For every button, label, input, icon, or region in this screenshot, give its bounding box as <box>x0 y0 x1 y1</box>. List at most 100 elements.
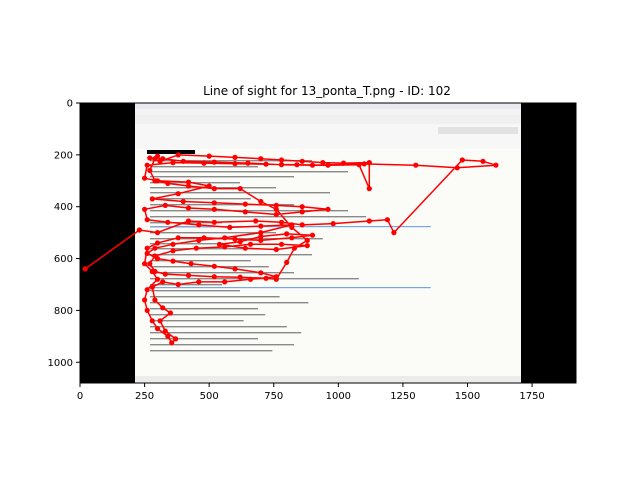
gaze-point <box>273 246 279 253</box>
text-line <box>150 338 258 340</box>
gaze-point <box>154 240 161 246</box>
text-line <box>150 210 348 212</box>
gaze-point <box>299 158 305 164</box>
gaze-point <box>304 237 310 243</box>
gaze-point <box>299 204 305 210</box>
gaze-point <box>384 217 390 223</box>
gaze-point <box>185 205 192 211</box>
gaze-point <box>299 209 305 215</box>
axes-frame <box>79 102 577 384</box>
gaze-point <box>493 162 499 168</box>
screenshot-menubar <box>135 109 521 115</box>
text-line <box>150 254 312 256</box>
gaze-point <box>263 161 269 167</box>
gaze-point <box>294 162 300 168</box>
gaze-point <box>152 178 158 184</box>
text-line <box>150 232 276 234</box>
gaze-point <box>211 274 217 280</box>
gaze-point <box>147 261 153 267</box>
gaze-point <box>273 276 279 282</box>
gaze-point <box>211 263 217 269</box>
y-tick-label: 0 <box>67 99 73 110</box>
gaze-point <box>237 239 243 245</box>
screenshot-titlebar <box>135 103 521 109</box>
text-line <box>150 243 230 245</box>
gaze-point <box>170 241 176 247</box>
gaze-point <box>278 241 285 247</box>
x-tick-label: 1250 <box>390 391 415 402</box>
gaze-point <box>170 258 176 264</box>
text-line <box>150 302 309 304</box>
x-tick-label: 750 <box>264 391 283 402</box>
gaze-point <box>211 186 217 192</box>
gaze-point <box>175 152 181 158</box>
gaze-point <box>144 245 150 251</box>
y-tick-label: 600 <box>54 254 73 265</box>
gaze-point <box>258 156 264 162</box>
gaze-point <box>237 186 243 192</box>
text-line <box>150 344 294 346</box>
gaze-point <box>309 232 316 238</box>
gaze-point <box>340 160 347 166</box>
gaze-point <box>160 305 166 311</box>
text-line <box>150 308 258 310</box>
gaze-point <box>258 237 264 243</box>
gaze-point <box>162 271 168 277</box>
gaze-point <box>258 230 264 236</box>
gaze-point <box>206 183 212 189</box>
gaze-point <box>289 235 295 241</box>
gaze-point <box>263 275 269 281</box>
gaze-point <box>185 272 192 278</box>
gaze-point <box>147 167 153 173</box>
gaze-point <box>361 161 367 167</box>
y-tick-label: 1000 <box>48 358 73 369</box>
gaze-point <box>142 206 148 212</box>
gaze-point <box>366 160 372 166</box>
gaze-point <box>188 261 194 267</box>
x-tick-label: 1500 <box>455 391 480 402</box>
right-letterbox <box>521 103 576 383</box>
chart-title: Line of sight for 13_ponta_T.png - ID: 1… <box>203 84 451 98</box>
gaze-point <box>196 222 202 228</box>
x-tick-label: 250 <box>135 391 154 402</box>
gaze-point <box>142 297 148 303</box>
gaze-point <box>157 158 163 164</box>
gaze-point <box>185 183 192 189</box>
gaze-point <box>170 160 176 166</box>
gaze-point <box>413 162 419 168</box>
text-line <box>150 350 273 352</box>
text-line <box>150 160 312 162</box>
gaze-point <box>154 153 161 159</box>
gaze-point <box>245 160 251 166</box>
gaze-point <box>196 279 202 285</box>
gaze-point <box>242 201 248 207</box>
gaze-point <box>170 248 176 254</box>
gaze-point <box>144 250 150 256</box>
y-axis: 0 200 400 600 800 1000 <box>48 99 80 369</box>
gaze-point <box>278 157 285 163</box>
gaze-point <box>320 160 326 166</box>
x-tick-label: 500 <box>200 391 219 402</box>
gaze-point <box>165 219 171 225</box>
gaze-point <box>304 243 310 249</box>
gaze-point <box>180 158 186 164</box>
gaze-point <box>291 245 297 251</box>
gaze-point <box>82 266 88 272</box>
gaze-point <box>149 284 155 290</box>
x-tick-label: 0 <box>77 391 83 402</box>
gaze-point <box>211 219 217 225</box>
gaze-point <box>273 202 279 208</box>
gaze-point <box>152 268 158 275</box>
gaze-point <box>173 336 179 342</box>
text-line <box>150 260 251 262</box>
gaze-point <box>180 198 186 205</box>
gaze-point <box>309 162 316 168</box>
gaze-point <box>154 276 161 282</box>
gaze-point <box>154 230 161 236</box>
text-line <box>150 198 251 200</box>
y-tick-label: 200 <box>54 150 73 161</box>
gaze-point <box>142 261 148 267</box>
gaze-point <box>175 235 181 241</box>
gaze-point <box>211 200 217 206</box>
